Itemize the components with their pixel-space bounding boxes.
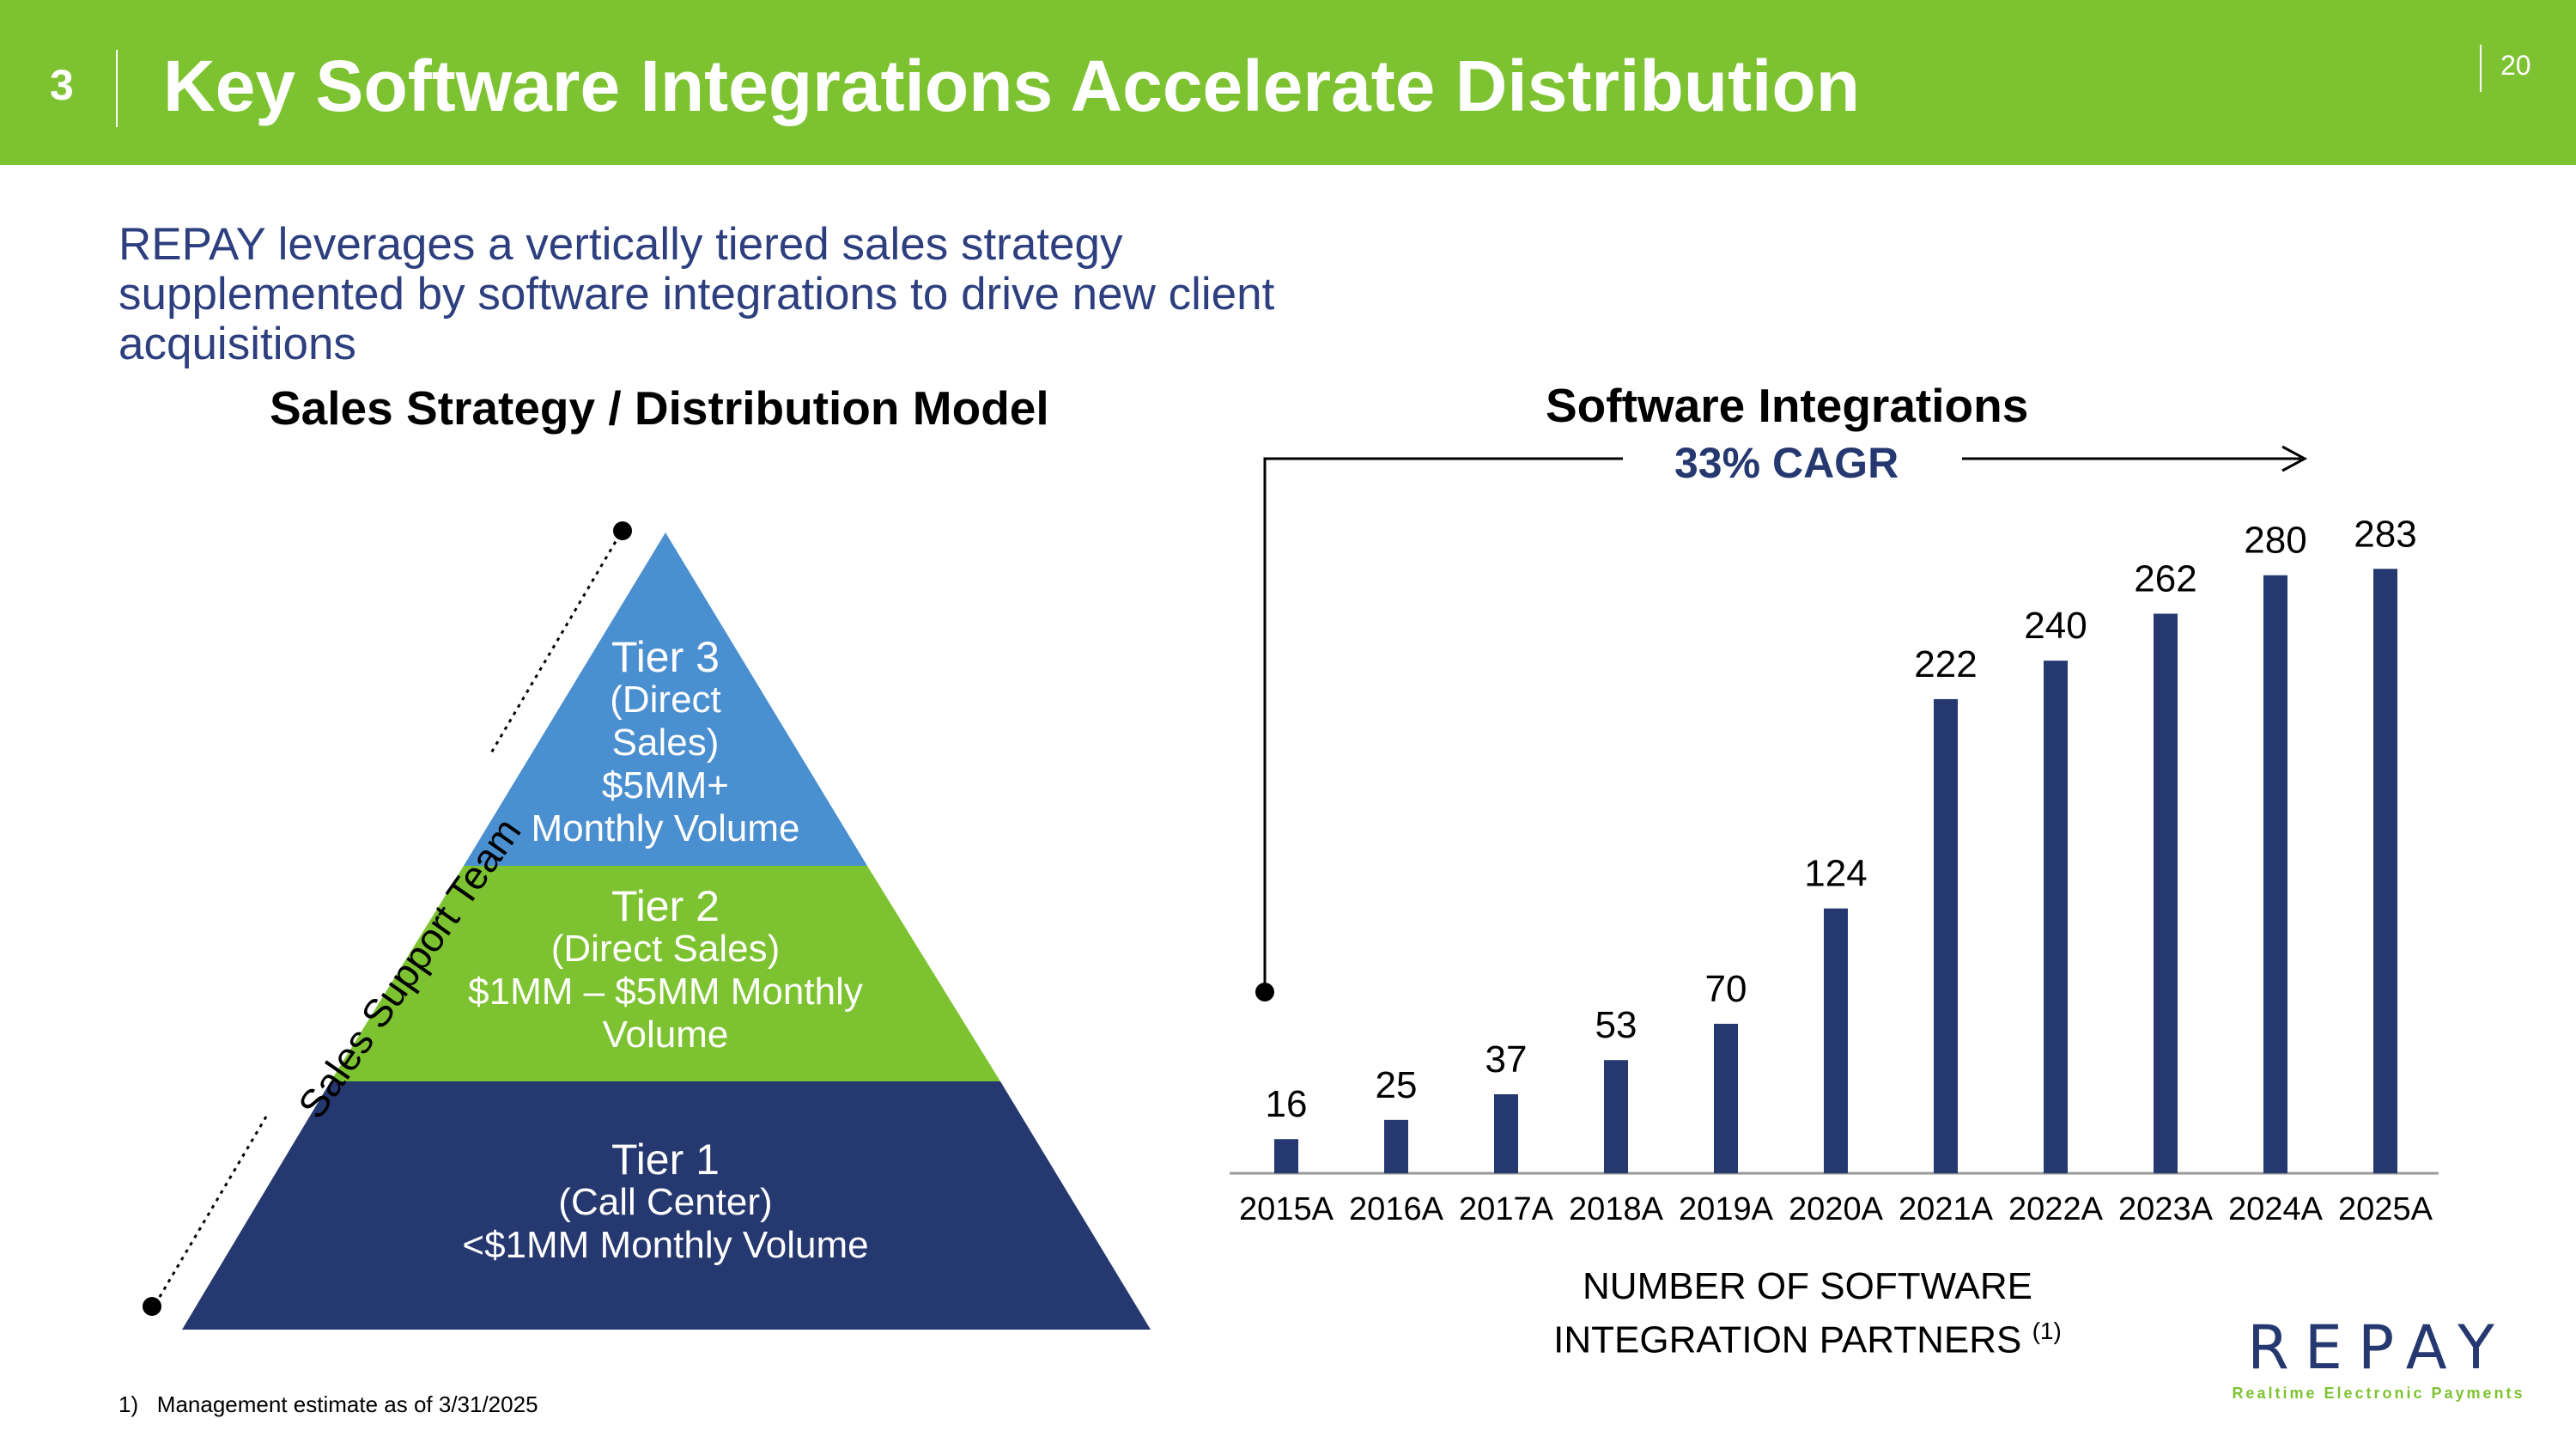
x-tick-label: 2021A: [1899, 1191, 1994, 1227]
bar-value-label: 262: [2134, 557, 2196, 600]
chart-x-label-line-2: INTEGRATION PARTNERS (1): [1494, 1309, 2121, 1363]
logo-tagline: Realtime Electronic Payments: [2232, 1385, 2525, 1402]
bar-2018A: [1604, 1060, 1628, 1173]
logo-wordmark: REPAY: [2247, 1312, 2510, 1383]
bar-value-label: 16: [1266, 1083, 1308, 1125]
tier-3-line: (Direct: [610, 679, 721, 721]
x-tick-label: 2018A: [1569, 1191, 1664, 1227]
x-tick-label: 2016A: [1349, 1191, 1444, 1227]
subtitle: REPAY leverages a vertically tiered sale…: [118, 219, 1275, 369]
pyramid-tier-2: [331, 866, 1000, 1081]
x-tick-label: 2017A: [1459, 1191, 1554, 1227]
pyramid-diagram: [143, 521, 1151, 1330]
x-tick-label: 2020A: [1789, 1191, 1884, 1227]
bar-value-label: 53: [1595, 1004, 1637, 1046]
sales-support-dot-bottom: [143, 1297, 161, 1316]
sales-support-dotted-line-bottom: [153, 1116, 268, 1306]
tier-3-name: Tier 3: [611, 633, 720, 681]
chart-x-label-line-1: NUMBER OF SOFTWARE: [1583, 1265, 2032, 1307]
section-number: 3: [50, 61, 74, 109]
tier-3-text: Tier 3 (Direct Sales) $5MM+ Monthly Volu…: [494, 636, 837, 850]
cagr-arrow-start-dot: [1255, 983, 1274, 1002]
x-tick-label: 2022A: [2008, 1191, 2104, 1227]
sales-support-dot-top: [613, 521, 632, 540]
bar-value-label: 70: [1705, 968, 1747, 1010]
tier-2-line: Volume: [602, 1014, 729, 1056]
bar-value-label: 37: [1485, 1038, 1528, 1081]
cagr-annotation: 33% CAGR: [1674, 439, 1899, 487]
bar-2023A: [2154, 613, 2178, 1173]
bar-2019A: [1714, 1023, 1738, 1173]
header-divider: [116, 50, 118, 127]
x-tick-label: 2015A: [1239, 1191, 1334, 1227]
chart-title: Software Integrations: [1546, 379, 2029, 432]
bar-value-label: 283: [2354, 513, 2416, 555]
bar-2016A: [1384, 1119, 1408, 1173]
pyramid-tier-3: [464, 533, 867, 866]
tier-2-text: Tier 2 (Direct Sales) $1MM – $5MM Monthl…: [408, 885, 923, 1056]
tier-2-line: (Direct Sales): [550, 928, 781, 970]
bar-2022A: [2044, 661, 2068, 1173]
x-tick-label: 2023A: [2118, 1191, 2214, 1227]
footnote: 1) Management estimate as of 3/31/2025: [118, 1391, 538, 1418]
header-bar: 3 Key Software Integrations Accelerate D…: [0, 0, 2576, 165]
chart-x-label-footnote: (1): [2032, 1318, 2062, 1344]
bar-2024A: [2263, 575, 2287, 1173]
bar-value-label: 280: [2244, 520, 2306, 562]
page-number: 20: [2500, 50, 2531, 81]
footnote-text: Management estimate as of 3/31/2025: [156, 1391, 538, 1417]
tier-1-text: Tier 1 (Call Center) <$1MM Monthly Volum…: [365, 1138, 966, 1267]
pyramid-tier-1: [182, 1081, 1151, 1330]
bar-2020A: [1824, 908, 1848, 1173]
tier-3-line: Monthly Volume: [531, 807, 800, 849]
x-tick-label: 2025A: [2338, 1191, 2433, 1227]
tier-3-line: $5MM+: [602, 764, 729, 807]
x-tick-label: 2024A: [2228, 1191, 2324, 1227]
page-number-divider: [2480, 45, 2482, 92]
tier-3-line: Sales): [611, 721, 720, 764]
bar-2017A: [1494, 1093, 1518, 1173]
bar-2025A: [2373, 569, 2397, 1173]
bar-2021A: [1934, 698, 1958, 1173]
cagr-arrow-left: [1263, 457, 1623, 990]
chart-x-label-line-2-text: INTEGRATION PARTNERS: [1553, 1318, 2022, 1361]
bar-value-label: 25: [1376, 1064, 1418, 1106]
bar-2015A: [1274, 1139, 1298, 1173]
bar-value-label: 240: [2024, 605, 2087, 647]
cagr-arrowhead: [2281, 445, 2308, 472]
tier-2-line: $1MM – $5MM Monthly: [468, 971, 863, 1013]
software-integrations-chart: 16 2015A 25 2016A 37 2017A 53 2018A 70 2019A 124 20…: [1230, 445, 2439, 1227]
tier-1-line: (Call Center): [558, 1181, 773, 1223]
bar-value-label: 222: [1914, 643, 1977, 685]
tier-2-name: Tier 2: [611, 882, 720, 930]
repay-logo: REPAY Realtime Electronic Payments: [2224, 1312, 2533, 1403]
tier-1-line: <$1MM Monthly Volume: [462, 1224, 869, 1266]
sales-model-heading: Sales Strategy / Distribution Model: [270, 381, 1049, 435]
page-title: Key Software Integrations Accelerate Dis…: [163, 46, 1861, 126]
x-tick-label: 2019A: [1679, 1191, 1774, 1227]
chart-x-label: NUMBER OF SOFTWARE INTEGRATION PARTNERS …: [1494, 1264, 2121, 1363]
footnote-marker: 1): [118, 1391, 139, 1417]
tier-1-name: Tier 1: [611, 1135, 720, 1184]
bar-value-label: 124: [1804, 853, 1867, 895]
